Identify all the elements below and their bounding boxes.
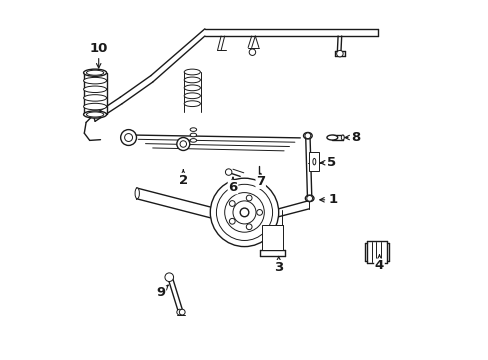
Text: 3: 3 bbox=[273, 257, 283, 274]
Ellipse shape bbox=[190, 139, 196, 142]
Circle shape bbox=[225, 169, 231, 175]
Circle shape bbox=[256, 176, 261, 181]
Circle shape bbox=[179, 309, 185, 315]
Text: 5: 5 bbox=[320, 156, 335, 169]
Circle shape bbox=[177, 309, 182, 315]
Circle shape bbox=[229, 219, 235, 224]
Circle shape bbox=[240, 208, 248, 217]
Circle shape bbox=[246, 195, 251, 201]
Circle shape bbox=[180, 141, 186, 147]
Circle shape bbox=[210, 178, 278, 247]
Circle shape bbox=[305, 133, 310, 139]
Circle shape bbox=[256, 210, 262, 215]
Ellipse shape bbox=[83, 69, 106, 76]
Ellipse shape bbox=[190, 133, 196, 137]
Circle shape bbox=[229, 201, 235, 206]
Bar bbox=[261, 225, 283, 250]
Circle shape bbox=[246, 224, 251, 230]
Ellipse shape bbox=[190, 128, 196, 131]
Circle shape bbox=[216, 184, 272, 240]
Ellipse shape bbox=[184, 93, 200, 99]
Ellipse shape bbox=[135, 188, 139, 199]
Ellipse shape bbox=[184, 69, 200, 75]
Circle shape bbox=[164, 273, 173, 282]
Circle shape bbox=[124, 134, 132, 141]
Ellipse shape bbox=[303, 132, 311, 139]
Ellipse shape bbox=[83, 111, 106, 118]
Circle shape bbox=[121, 130, 136, 145]
Ellipse shape bbox=[184, 101, 200, 107]
Text: 8: 8 bbox=[345, 131, 360, 144]
Text: 9: 9 bbox=[156, 285, 168, 299]
Text: 1: 1 bbox=[319, 193, 337, 206]
Circle shape bbox=[224, 193, 264, 232]
Text: 4: 4 bbox=[374, 255, 384, 272]
Ellipse shape bbox=[86, 112, 103, 117]
Text: 7: 7 bbox=[256, 173, 264, 188]
Ellipse shape bbox=[83, 77, 106, 84]
Circle shape bbox=[232, 201, 256, 224]
Text: 10: 10 bbox=[89, 42, 108, 68]
Ellipse shape bbox=[305, 195, 313, 202]
Ellipse shape bbox=[83, 103, 106, 110]
Ellipse shape bbox=[184, 85, 200, 91]
Circle shape bbox=[306, 195, 312, 201]
Text: 2: 2 bbox=[179, 170, 187, 186]
Circle shape bbox=[177, 138, 189, 150]
Ellipse shape bbox=[249, 49, 255, 55]
Bar bbox=[309, 152, 319, 171]
Circle shape bbox=[336, 50, 343, 57]
Ellipse shape bbox=[312, 158, 315, 165]
Ellipse shape bbox=[341, 135, 344, 140]
Ellipse shape bbox=[83, 86, 106, 93]
Text: 6: 6 bbox=[228, 177, 237, 194]
Ellipse shape bbox=[326, 135, 337, 140]
Ellipse shape bbox=[184, 77, 200, 83]
Ellipse shape bbox=[83, 95, 106, 101]
Ellipse shape bbox=[86, 70, 103, 75]
